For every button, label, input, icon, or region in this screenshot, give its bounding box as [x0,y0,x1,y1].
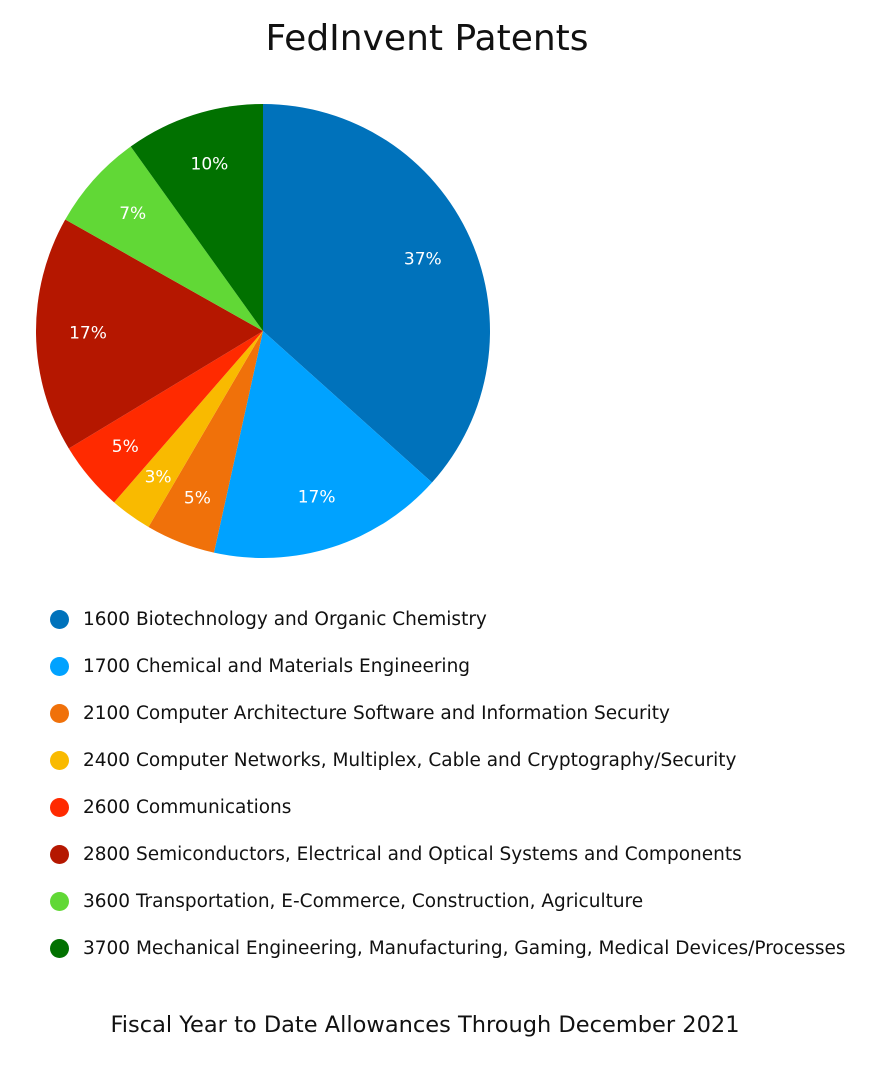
legend-label: 3600 Transportation, E-Commerce, Constru… [83,891,644,912]
slice-label-3: 3% [145,467,172,487]
pie-slice-4 [68,331,263,503]
legend-swatch-icon [50,657,69,676]
legend-item-0: 1600 Biotechnology and Organic Chemistry [50,596,846,643]
pie-chart: 37% 17% 5% 3% 5% 17% 7% 10% [36,104,490,559]
pie-slice-7 [130,104,263,331]
slice-label-5: 17% [69,324,107,344]
pie-slice-5 [36,219,264,449]
legend-label: 1600 Biotechnology and Organic Chemistry [83,609,487,630]
legend-item-3: 2400 Computer Networks, Multiplex, Cable… [50,737,846,784]
legend-label: 2800 Semiconductors, Electrical and Opti… [83,844,742,865]
legend: 1600 Biotechnology and Organic Chemistry… [50,596,846,972]
legend-swatch-icon [50,610,69,629]
pie-slice-3 [114,331,263,527]
pie-slice-2 [148,331,263,553]
chart-title: FedInvent Patents [265,18,589,59]
legend-item-7: 3700 Mechanical Engineering, Manufacturi… [50,925,846,972]
legend-label: 2100 Computer Architecture Software and … [83,703,671,724]
slice-label-6: 7% [119,204,146,224]
legend-item-2: 2100 Computer Architecture Software and … [50,690,846,737]
legend-label: 2400 Computer Networks, Multiplex, Cable… [83,750,737,771]
legend-item-5: 2800 Semiconductors, Electrical and Opti… [50,831,846,878]
legend-item-4: 2600 Communications [50,784,846,831]
legend-swatch-icon [50,892,69,911]
slice-label-7: 10% [191,154,229,174]
chart-footnote: Fiscal Year to Date Allowances Through D… [110,1012,740,1038]
legend-swatch-icon [50,939,69,958]
legend-swatch-icon [50,845,69,864]
legend-label: 3700 Mechanical Engineering, Manufacturi… [83,938,846,959]
slice-label-0: 37% [404,250,442,270]
legend-label: 1700 Chemical and Materials Engineering [83,656,471,677]
legend-label: 2600 Communications [83,797,292,818]
slice-label-1: 17% [298,488,336,508]
legend-swatch-icon [50,798,69,817]
legend-swatch-icon [50,751,69,770]
legend-item-1: 1700 Chemical and Materials Engineering [50,643,846,690]
pie-slice-6 [65,146,263,331]
slice-label-2: 5% [184,489,211,509]
legend-item-6: 3600 Transportation, E-Commerce, Constru… [50,878,846,925]
legend-swatch-icon [50,704,69,723]
pie-slice-1 [213,331,433,559]
slice-label-4: 5% [112,437,139,457]
pie-slice-0 [263,104,490,483]
